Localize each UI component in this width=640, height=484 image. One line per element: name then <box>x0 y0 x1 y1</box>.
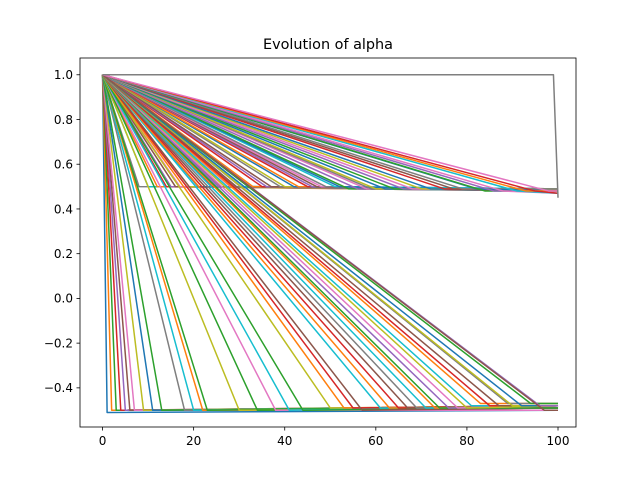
x-tick-label: 0 <box>99 434 107 448</box>
y-tick-label: 0.4 <box>54 202 73 216</box>
series-line-72 <box>102 74 559 409</box>
y-tick-label: −0.2 <box>44 336 73 350</box>
x-tick-label: 40 <box>277 434 292 448</box>
x-tick-label: 60 <box>368 434 383 448</box>
x-tick-label: 100 <box>547 434 570 448</box>
axes-layer: 0 20 40 60 80 100 −0.4 −0.2 0.0 0.2 0.4 0.6 0.8 1.0 <box>44 57 577 448</box>
y-tick-label: 0.6 <box>54 158 73 172</box>
x-tick-label: 80 <box>459 434 474 448</box>
series-line-93 <box>102 74 559 195</box>
y-tick-label: −0.4 <box>44 381 73 395</box>
series-layer <box>101 74 559 414</box>
y-tick-label: 0.8 <box>54 113 73 127</box>
y-tick-label: 0.2 <box>54 247 73 261</box>
chart-title: Evolution of alpha <box>263 37 393 53</box>
plot-frame <box>79 57 577 428</box>
series-line-97 <box>102 74 559 198</box>
series-line-95 <box>102 74 559 411</box>
series-line-92 <box>102 74 559 405</box>
series-line-96 <box>102 74 559 192</box>
x-tick-label: 20 <box>186 434 201 448</box>
y-tick-label: 0.0 <box>54 292 73 306</box>
y-tick-label: 1.0 <box>54 68 73 82</box>
